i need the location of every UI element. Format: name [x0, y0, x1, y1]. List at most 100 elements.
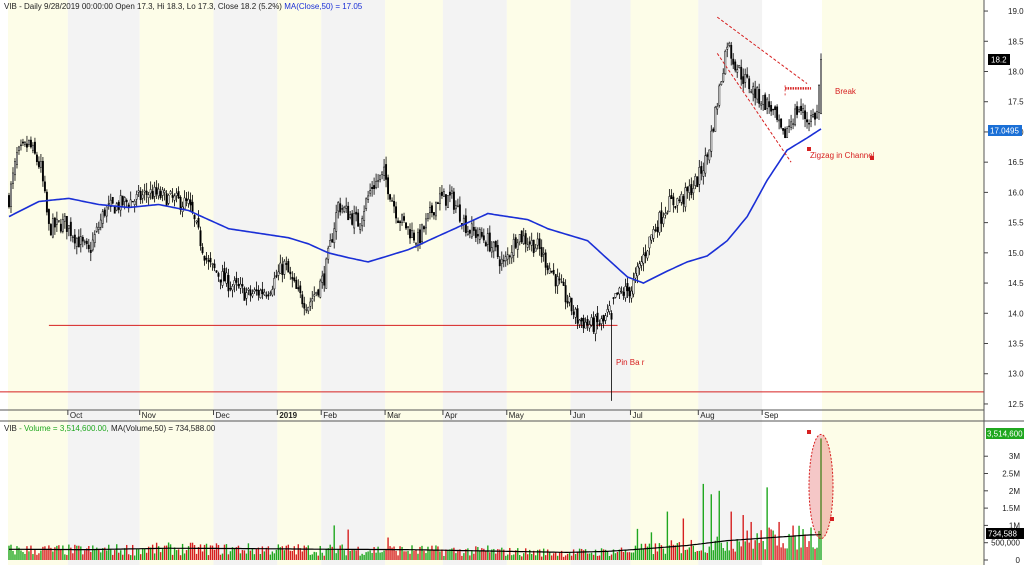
volume-bar: [744, 541, 746, 560]
candle-body: [676, 198, 679, 206]
volume-bar: [385, 549, 387, 560]
candle-body: [409, 229, 411, 239]
volume-bar: [116, 544, 118, 560]
candle-body: [476, 234, 479, 237]
candle-body: [578, 319, 581, 325]
candle-body: [724, 50, 727, 75]
volume-bar: [235, 547, 238, 560]
candle-body: [235, 277, 238, 283]
axis-background: [984, 0, 1024, 565]
candle-body: [756, 87, 759, 100]
volume-bar: [62, 545, 64, 560]
zigzag-label: Zigzag in Channel: [810, 151, 875, 160]
candle-body: [381, 171, 384, 175]
candle-body: [560, 281, 563, 283]
volume-bar: [451, 548, 453, 560]
price-tick-label: 18.0: [1008, 67, 1024, 76]
candle-body: [71, 236, 74, 238]
volume-bar: [203, 544, 206, 560]
candle-body: [710, 130, 713, 152]
candle-body: [644, 252, 647, 257]
volume-bar: [335, 553, 337, 560]
candle-body: [764, 94, 767, 111]
candle-body: [744, 74, 747, 83]
volume-bar: [814, 548, 816, 560]
candle-body: [616, 292, 619, 295]
volume-bar: [752, 548, 754, 560]
candle-body: [283, 260, 286, 275]
candle-body: [774, 106, 777, 110]
candle-body: [662, 217, 665, 225]
volume-bar: [582, 550, 585, 560]
candle-body: [189, 199, 192, 206]
candle-body: [700, 165, 703, 174]
candle-body: [257, 289, 260, 296]
candle-body: [217, 273, 220, 277]
volume-bar: [503, 549, 505, 560]
candle-body: [554, 274, 557, 287]
volume-bar: [409, 553, 411, 560]
candle-body: [486, 233, 489, 245]
candle-body: [329, 240, 332, 247]
candle-body: [105, 206, 108, 217]
candle-body: [185, 198, 188, 201]
candle-body: [135, 194, 138, 200]
volume-bar: [429, 550, 431, 560]
candle-body: [618, 287, 621, 295]
candle-body: [614, 293, 617, 298]
candle-body: [407, 226, 409, 228]
volume-bar: [734, 551, 736, 560]
volume-bar: [527, 554, 529, 560]
candle-body: [385, 164, 388, 180]
volume-bar: [708, 546, 710, 560]
candle-body: [526, 244, 529, 248]
volume-bar: [576, 552, 579, 560]
candle-body: [612, 297, 615, 299]
volume-bar: [521, 556, 523, 560]
volume-tick-label: 2.5M: [1002, 470, 1020, 479]
price-tick-label: 14.0: [1008, 309, 1024, 318]
volume-bar: [768, 527, 770, 560]
volume-bar: [774, 534, 776, 560]
volume-bar: [596, 555, 599, 560]
candle-body: [802, 108, 804, 113]
candle-body: [315, 291, 318, 294]
volume-bar: [359, 555, 361, 560]
volume-bar: [401, 546, 403, 560]
candle-body: [694, 176, 697, 186]
candle-body: [87, 244, 90, 250]
volume-bar: [275, 549, 278, 560]
volume-bar: [704, 552, 706, 560]
candle-body: [153, 186, 156, 197]
volume-bar: [493, 548, 495, 560]
volume-bar: [297, 544, 299, 560]
volume-bar: [265, 547, 268, 560]
candle-body: [732, 58, 735, 65]
volume-bar: [191, 542, 194, 560]
volume-bar: [277, 544, 280, 560]
volume-bar: [535, 555, 537, 560]
candle-body: [331, 239, 334, 243]
volume-bar: [487, 545, 489, 560]
candle-body: [311, 298, 314, 302]
volume-bar: [760, 530, 762, 560]
candle-body: [708, 149, 711, 161]
volume-bar: [798, 525, 800, 560]
candle-body: [530, 239, 533, 246]
candle-body: [812, 114, 814, 117]
candle-body: [63, 215, 66, 222]
channel-lower-line: [716, 53, 792, 163]
candle-body: [748, 78, 751, 90]
volume-bar: [666, 511, 669, 560]
candle-body: [516, 242, 519, 250]
volume-bar: [112, 554, 114, 560]
candle-body: [113, 205, 116, 214]
candle-body: [14, 161, 16, 176]
volume-bar: [439, 551, 441, 560]
volume-bar: [143, 548, 146, 560]
volume-bar: [351, 550, 353, 560]
volume-bar: [343, 550, 345, 560]
volume-bar: [495, 553, 497, 560]
candle-body: [726, 46, 729, 50]
volume-bar: [732, 548, 734, 560]
